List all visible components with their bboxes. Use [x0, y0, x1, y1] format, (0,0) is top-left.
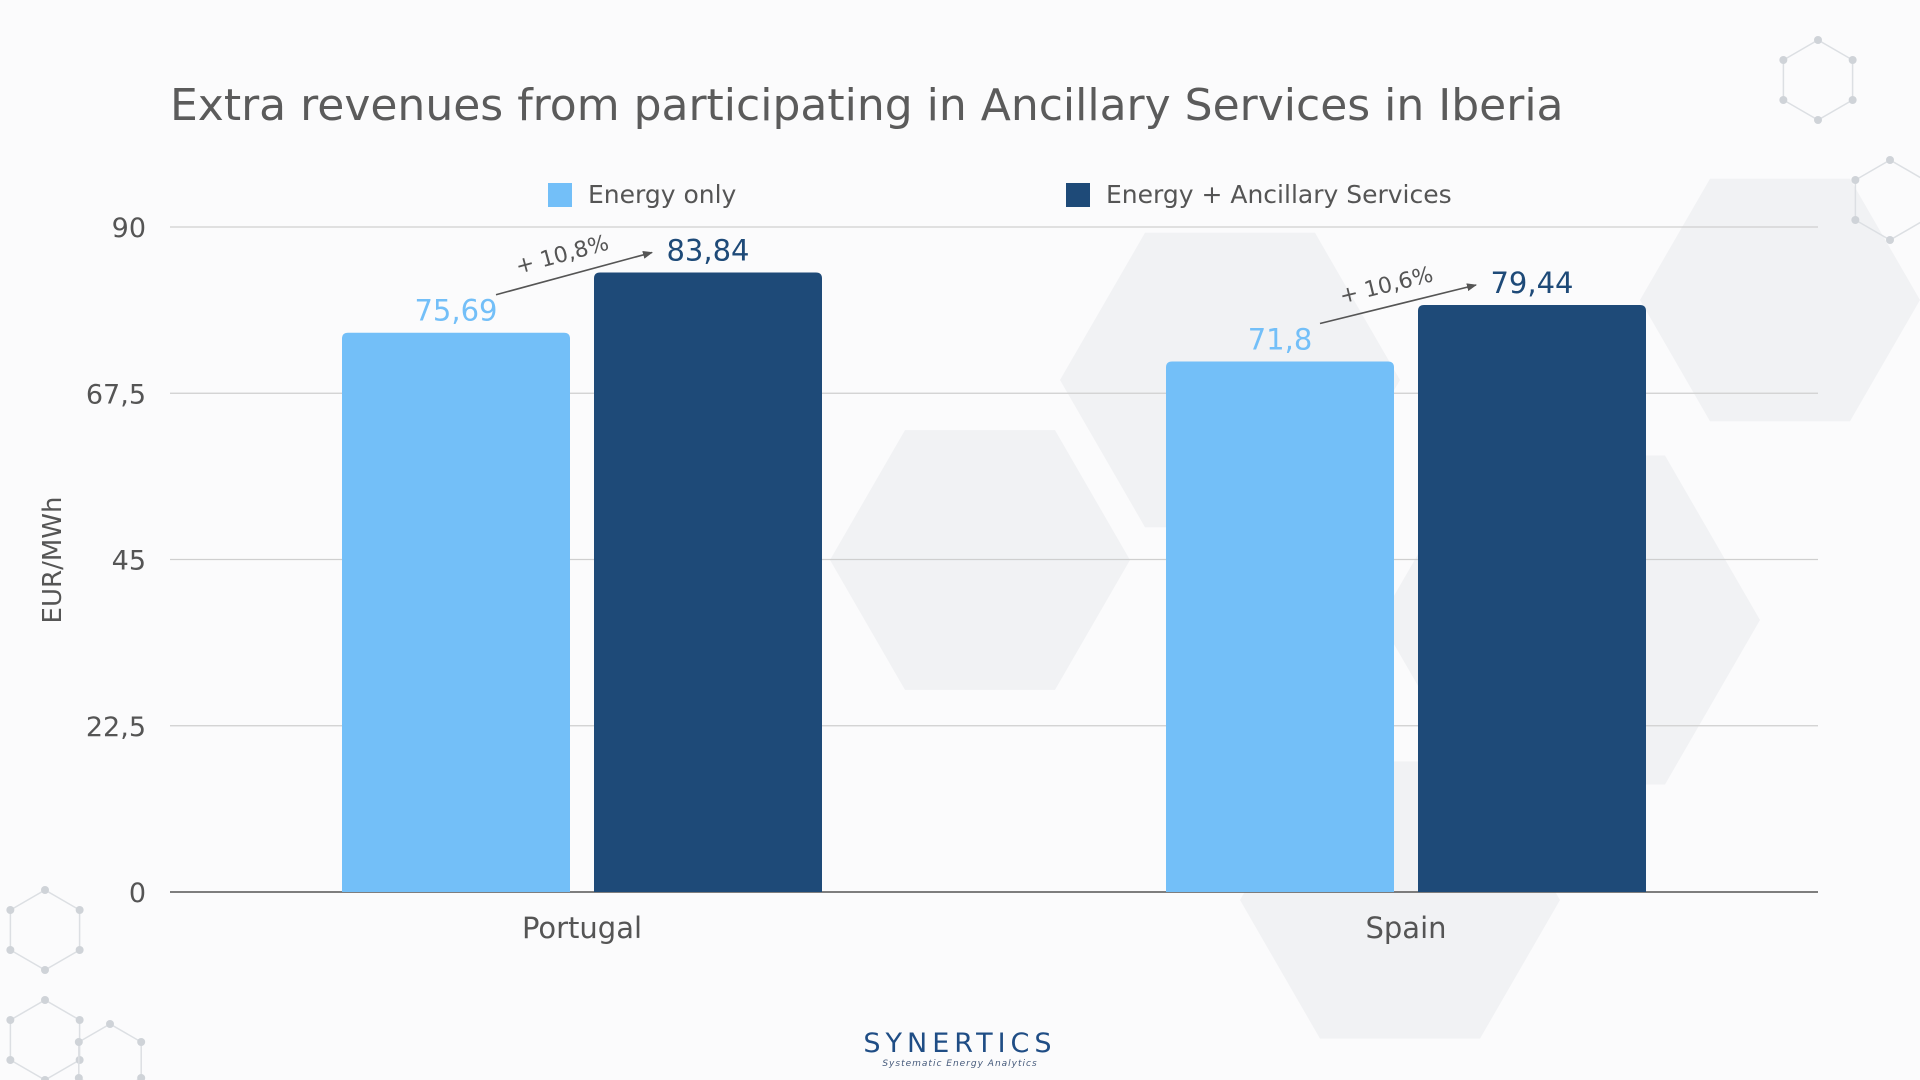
legend-label-energy-only: Energy only [588, 180, 737, 209]
bg-molecule-node [6, 1056, 15, 1064]
bg-molecule-node [41, 1076, 49, 1080]
increase-annotation: + 10,6% [1337, 262, 1436, 309]
bg-molecule-node [74, 1074, 83, 1080]
data-label: 75,69 [414, 294, 497, 328]
bg-molecule-node [1886, 156, 1894, 164]
increase-annotation: + 10,8% [513, 231, 612, 280]
bg-molecule-node [41, 996, 49, 1004]
increase-arrow [1319, 283, 1477, 325]
y-tick-label: 22,5 [86, 712, 146, 743]
bg-molecule-node [1779, 56, 1788, 64]
legend-item-energy-ancillary: Energy + Ancillary Services [1066, 180, 1452, 209]
bg-molecule-node [75, 1016, 84, 1024]
bg-molecule-node [75, 1056, 84, 1064]
legend-swatch-energy-ancillary [1066, 182, 1090, 207]
logo-tagline: Systematic Energy Analytics [882, 1059, 1038, 1069]
bg-molecule-node [6, 946, 15, 954]
data-label: 83,84 [666, 234, 749, 268]
x-tick-label: Portugal [522, 911, 642, 945]
bg-molecule-node [1814, 36, 1822, 44]
bg-molecule-node [137, 1038, 146, 1046]
logo-name: SYNERTICS [863, 1028, 1057, 1059]
bg-molecule-node [1848, 56, 1857, 64]
bg-molecule-node [1814, 116, 1822, 124]
y-tick-label: 45 [112, 546, 146, 577]
bg-molecule-node [106, 1020, 114, 1028]
bg-molecule-node [41, 886, 49, 894]
bg-molecule-node [1886, 236, 1894, 244]
bg-molecule-node [6, 1016, 15, 1024]
bg-molecule-node [41, 966, 49, 974]
data-label: 79,44 [1490, 266, 1573, 300]
bg-molecule-node [1779, 96, 1788, 104]
bg-molecule-node [1851, 216, 1860, 224]
bg-molecule-node [75, 906, 84, 914]
x-tick-label: Spain [1365, 911, 1446, 945]
bar-energy-only [1166, 361, 1394, 892]
bg-molecule-node [75, 946, 84, 954]
bg-molecule-node [74, 1038, 83, 1046]
bar-energy-only [342, 332, 570, 892]
y-tick-label: 67,5 [86, 379, 146, 410]
bar-energy-ancillary [594, 272, 822, 892]
bg-molecule-node [1848, 96, 1857, 104]
legend-item-energy-only: Energy only [548, 180, 736, 209]
legend-label-energy-ancillary: Energy + Ancillary Services [1106, 180, 1452, 209]
bg-molecule-node [1851, 176, 1860, 184]
synertics-logo: SYNERTICS Systematic Energy Analytics [0, 1028, 1920, 1069]
y-tick-label: 90 [112, 213, 146, 244]
data-label: 71,8 [1248, 322, 1313, 356]
legend-swatch-energy-only [548, 182, 572, 207]
bg-molecule-node [137, 1074, 146, 1080]
bg-hexagon [1640, 178, 1920, 422]
y-axis-label: EUR/MWh [38, 497, 68, 624]
y-tick-label: 0 [129, 878, 146, 909]
increase-arrow [495, 251, 653, 296]
chart-title: Extra revenues from participating in Anc… [170, 80, 1564, 131]
bg-molecule-node [6, 906, 15, 914]
bar-energy-ancillary [1418, 305, 1646, 892]
